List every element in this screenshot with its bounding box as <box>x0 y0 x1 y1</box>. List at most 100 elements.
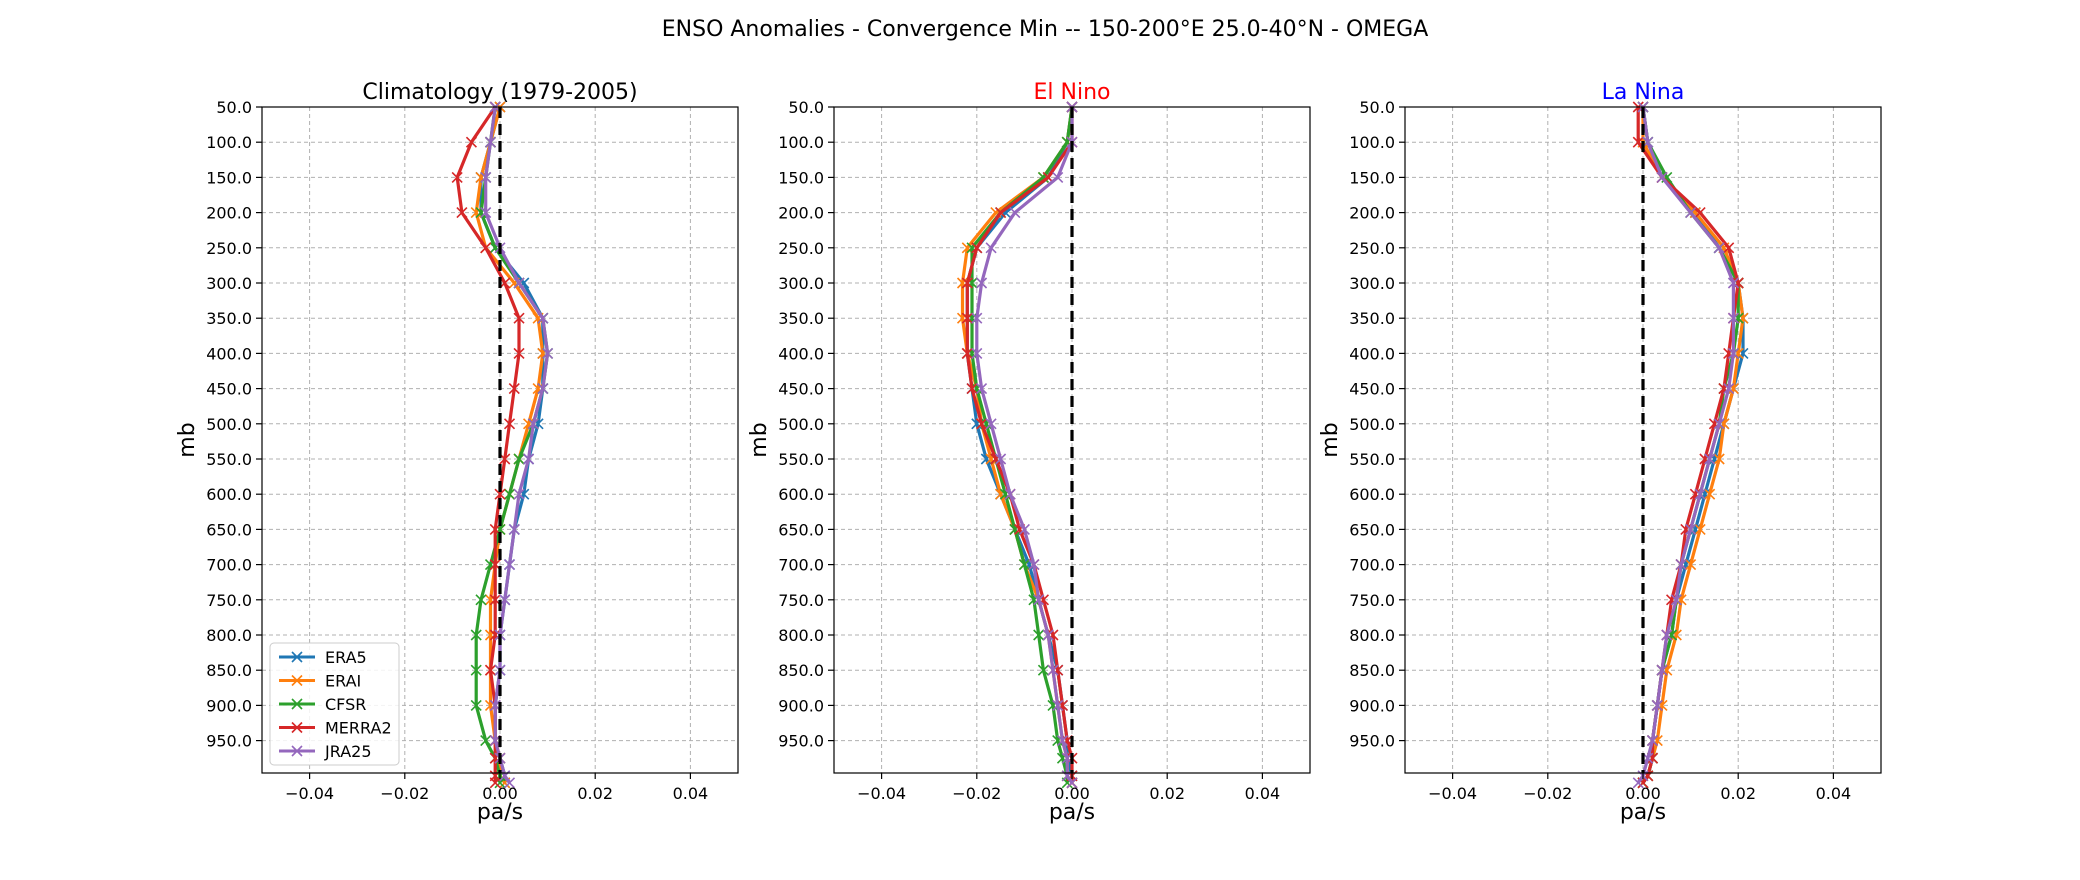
panel-el-nino: −0.04 −0.02 0.00 0.02 0.04 50.0 100.0 150.0 200.… <box>747 80 1311 825</box>
y-tick-label: 850.0 <box>1349 661 1395 680</box>
y-tick-label: 200.0 <box>1349 204 1395 223</box>
x-axis-label: pa/s <box>1049 800 1095 825</box>
data-point-cfsr <box>470 699 482 711</box>
y-tick-label: 50.0 <box>788 98 824 117</box>
data-point-jra25 <box>1646 735 1659 747</box>
data-point-merra2 <box>1694 207 1706 219</box>
data-point-erai <box>470 207 482 219</box>
y-tick-label: 150.0 <box>206 168 252 187</box>
data-point-jra25 <box>503 559 516 571</box>
y-tick-label: 400.0 <box>778 344 824 363</box>
y-tick-label: 950.0 <box>778 732 824 751</box>
x-tick-label: 0.02 <box>577 784 613 803</box>
y-tick-label: 300.0 <box>206 274 252 293</box>
y-tick-label: 500.0 <box>1349 415 1395 434</box>
panel-climatology-1979-2005: −0.04 −0.02 0.00 0.02 0.04 50.0 100.0 150.0 200.… <box>175 80 739 825</box>
legend-label-erai: ERAI <box>325 672 361 691</box>
data-point-cfsr <box>1018 559 1030 571</box>
data-point-jra25 <box>522 453 535 465</box>
x-tick-label: −0.04 <box>1428 784 1477 803</box>
y-tick-label: 350.0 <box>1349 309 1395 328</box>
data-point-cfsr <box>475 594 487 606</box>
data-point-merra2 <box>494 488 506 500</box>
legend-label-era5: ERA5 <box>325 648 367 667</box>
data-point-jra25 <box>1656 171 1668 183</box>
x-tick-label: −0.04 <box>285 784 334 803</box>
data-point-merra2 <box>1723 242 1735 254</box>
x-tick-label: 0.04 <box>1245 784 1281 803</box>
series-line-erai <box>1641 107 1745 784</box>
y-tick-label: 100.0 <box>778 133 824 152</box>
data-point-merra2 <box>975 418 988 430</box>
data-point-jra25 <box>985 418 997 430</box>
y-tick-label: 500.0 <box>778 415 824 434</box>
data-point-jra25 <box>1656 664 1668 676</box>
data-point-jra25 <box>1004 488 1016 500</box>
y-tick-label: 150.0 <box>1349 168 1395 187</box>
y-tick-label: 450.0 <box>778 380 824 399</box>
data-point-cfsr <box>1037 664 1050 676</box>
x-tick-label: −0.02 <box>380 784 429 803</box>
data-point-merra2 <box>503 418 516 430</box>
data-point-jra25 <box>1661 629 1673 641</box>
data-point-merra2 <box>961 312 973 324</box>
data-point-cfsr <box>513 453 525 465</box>
y-tick-label: 450.0 <box>206 380 252 399</box>
y-tick-label: 550.0 <box>206 450 252 469</box>
y-tick-label: 300.0 <box>1349 274 1395 293</box>
panel-la-nina: −0.04 −0.02 0.00 0.02 0.04 50.0 100.0 150.0 200.… <box>1318 80 1882 825</box>
series-jra25 <box>480 101 554 789</box>
panels: −0.04 −0.02 0.00 0.02 0.04 50.0 100.0 150.0 200.… <box>175 80 1882 825</box>
data-point-cfsr <box>470 629 482 641</box>
y-tick-label: 750.0 <box>206 591 252 610</box>
series-line-cfsr <box>970 106 1074 783</box>
legend-label-cfsr: CFSR <box>325 695 366 714</box>
data-point-cfsr <box>470 664 482 676</box>
data-point-jra25 <box>1723 383 1735 395</box>
y-tick-label: 350.0 <box>778 309 824 328</box>
data-point-jra25 <box>1685 523 1697 535</box>
x-tick-label: −0.02 <box>952 784 1001 803</box>
data-point-jra25 <box>1670 594 1682 606</box>
data-point-jra25 <box>1675 559 1687 571</box>
x-tick-label: 0.02 <box>1149 784 1185 803</box>
data-point-merra2 <box>961 277 973 289</box>
legend-marker-erai <box>291 674 303 687</box>
y-tick-label: 650.0 <box>206 520 252 539</box>
data-point-jra25 <box>1685 207 1697 219</box>
data-point-jra25 <box>537 312 549 324</box>
y-tick-label: 150.0 <box>778 168 824 187</box>
data-point-jra25 <box>1018 523 1030 535</box>
x-tick-label: −0.04 <box>857 784 906 803</box>
data-point-jra25 <box>1033 594 1045 606</box>
x-tick-label: 0.00 <box>482 784 518 803</box>
y-tick-label: 400.0 <box>206 344 252 363</box>
y-tick-label: 750.0 <box>1349 591 1395 610</box>
y-tick-label: 800.0 <box>778 626 824 645</box>
data-point-merra2 <box>961 347 973 359</box>
y-axis-label: mb <box>175 422 200 457</box>
y-axis-label: mb <box>747 422 772 457</box>
y-tick-label: 900.0 <box>1349 696 1395 715</box>
data-point-jra25 <box>1713 418 1725 430</box>
data-point-merra2 <box>451 171 463 183</box>
x-tick-label: −0.02 <box>1523 784 1572 803</box>
data-point-merra2 <box>966 383 978 395</box>
legend-label-merra2: MERRA2 <box>325 719 392 738</box>
data-point-jra25 <box>1727 277 1740 289</box>
series-jra25 <box>1632 101 1740 789</box>
series-line-merra2 <box>965 107 1074 783</box>
data-point-cfsr <box>503 488 516 500</box>
data-point-jra25 <box>542 347 554 359</box>
legend-label-jra25: JRA25 <box>324 742 372 761</box>
data-point-jra25 <box>1047 664 1059 676</box>
series-line-jra25 <box>484 106 550 784</box>
data-point-merra2 <box>513 347 525 359</box>
x-axis-label: pa/s <box>477 800 523 825</box>
y-tick-label: 800.0 <box>1349 626 1395 645</box>
x-tick-label: 0.04 <box>1816 784 1852 803</box>
y-tick-label: 950.0 <box>206 732 252 751</box>
data-point-jra25 <box>503 777 516 789</box>
y-tick-label: 100.0 <box>1349 133 1395 152</box>
data-point-jra25 <box>1052 171 1064 183</box>
